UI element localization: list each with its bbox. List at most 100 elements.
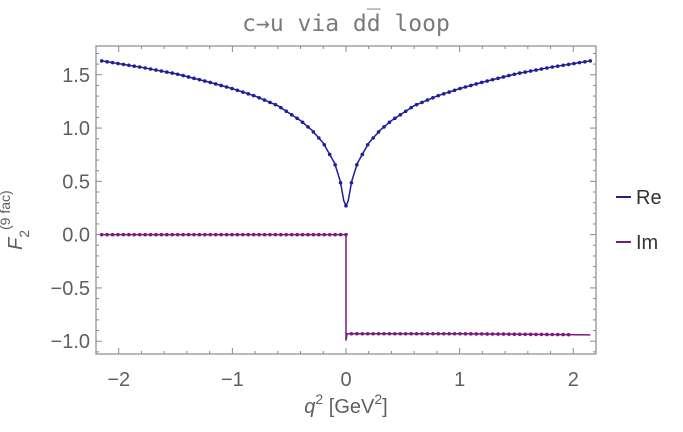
data-point xyxy=(116,232,120,237)
data-point xyxy=(360,331,365,336)
data-point xyxy=(371,136,375,140)
data-point xyxy=(241,232,245,237)
x-tick-label: 2 xyxy=(568,369,579,391)
data-point xyxy=(425,331,430,336)
chart-title: c→u via dd̅ loop xyxy=(242,8,450,37)
data-point xyxy=(268,100,272,105)
data-point xyxy=(490,77,495,82)
y-axis-label-sub: 2 xyxy=(16,230,32,238)
data-point xyxy=(208,232,213,237)
data-point xyxy=(203,79,207,83)
data-point xyxy=(403,331,408,336)
data-point xyxy=(273,102,278,107)
data-point xyxy=(458,331,462,336)
data-point xyxy=(132,232,137,237)
data-point xyxy=(496,76,500,81)
series-line-re xyxy=(101,60,591,207)
data-point xyxy=(175,232,180,237)
data-point xyxy=(474,332,479,336)
data-point xyxy=(262,98,267,102)
data-point xyxy=(251,93,256,98)
series-markers-im xyxy=(99,232,571,337)
data-point xyxy=(116,61,120,66)
x-tick-label: 0 xyxy=(340,369,351,391)
data-point xyxy=(241,90,245,94)
data-point xyxy=(425,98,430,102)
data-point xyxy=(268,232,272,237)
x-axis-label-main: q xyxy=(304,396,315,418)
data-point xyxy=(289,232,294,237)
data-point xyxy=(344,204,348,208)
y-axis-tick-labels: −1.0 −0.5 0.0 0.5 1.0 1.5 xyxy=(51,65,90,353)
data-point xyxy=(469,83,473,88)
data-point xyxy=(431,331,435,336)
data-point xyxy=(110,60,115,65)
data-point xyxy=(496,332,500,336)
data-point xyxy=(474,82,479,86)
data-point xyxy=(365,142,370,147)
data-point xyxy=(300,232,305,237)
data-point xyxy=(355,163,359,167)
data-point xyxy=(517,71,522,75)
data-point xyxy=(414,102,419,107)
data-point xyxy=(251,232,256,237)
data-point xyxy=(246,92,251,96)
data-point xyxy=(338,180,343,185)
data-point xyxy=(295,232,299,237)
data-point xyxy=(583,59,587,64)
data-point xyxy=(490,332,495,336)
x-axis-ticks xyxy=(95,46,597,354)
data-point xyxy=(349,331,354,336)
data-point xyxy=(479,332,484,336)
data-point xyxy=(420,100,424,105)
data-point xyxy=(566,332,571,337)
x-axis-label-unit-sup: 2 xyxy=(374,391,382,407)
y-axis-label-main: F xyxy=(5,236,27,250)
data-point xyxy=(501,75,506,79)
data-point xyxy=(550,65,555,69)
data-point xyxy=(257,96,261,100)
series-markers-re xyxy=(99,59,593,208)
data-point xyxy=(382,331,386,336)
data-point xyxy=(469,332,473,336)
data-point xyxy=(393,331,397,336)
data-point xyxy=(208,80,213,85)
data-point xyxy=(355,331,359,336)
data-point xyxy=(159,232,164,237)
data-point xyxy=(127,63,131,68)
data-point xyxy=(322,232,327,237)
data-point xyxy=(127,232,131,237)
y-tick-label: −1.0 xyxy=(51,331,90,353)
data-point xyxy=(458,86,462,91)
data-point xyxy=(577,60,582,65)
data-point xyxy=(327,152,332,157)
data-point xyxy=(479,80,484,85)
data-point xyxy=(306,232,310,237)
data-point xyxy=(561,63,565,68)
data-point xyxy=(528,69,533,73)
x-tick-label: −1 xyxy=(221,369,244,391)
data-point xyxy=(181,73,185,78)
data-point xyxy=(154,232,158,237)
data-point xyxy=(279,105,283,110)
data-point xyxy=(246,232,251,237)
data-point xyxy=(566,62,571,67)
data-point xyxy=(545,66,549,70)
data-point xyxy=(192,232,196,237)
data-point xyxy=(463,332,468,336)
legend: Re Im xyxy=(616,187,662,254)
data-point xyxy=(289,113,294,117)
data-point xyxy=(387,120,392,125)
data-point xyxy=(371,331,375,336)
y-tick-label: −0.5 xyxy=(51,278,90,300)
data-point xyxy=(333,163,337,167)
data-point xyxy=(284,109,289,114)
y-axis-ticks xyxy=(96,52,596,353)
data-point xyxy=(452,331,457,336)
data-point xyxy=(507,332,511,336)
x-tick-label: −2 xyxy=(107,369,130,391)
data-point xyxy=(528,332,533,337)
data-point xyxy=(137,65,142,69)
y-axis-label-sup: (9 fac) xyxy=(0,190,13,230)
data-point xyxy=(213,82,218,86)
